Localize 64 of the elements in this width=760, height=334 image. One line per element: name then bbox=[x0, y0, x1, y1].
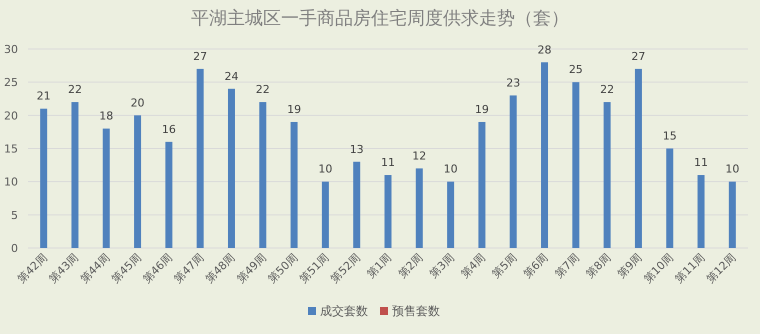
chart-title: 平湖主城区一手商品房住宅周度供求走势（套） bbox=[191, 8, 569, 28]
data-label: 22 bbox=[68, 83, 82, 96]
bar bbox=[510, 95, 517, 248]
x-tick-label: 第5周 bbox=[490, 250, 520, 281]
bar bbox=[728, 182, 736, 248]
data-label: 11 bbox=[381, 156, 395, 170]
bar bbox=[666, 148, 674, 248]
data-label: 12 bbox=[412, 149, 426, 162]
data-label: 19 bbox=[474, 102, 489, 116]
data-label: 10 bbox=[444, 162, 458, 176]
legend-label: 预售套数 bbox=[392, 304, 440, 318]
data-label: 19 bbox=[287, 102, 302, 116]
data-label: 13 bbox=[350, 142, 364, 156]
y-tick-label: 15 bbox=[4, 142, 18, 156]
legend-label: 成交套数 bbox=[320, 304, 368, 318]
data-label: 16 bbox=[162, 122, 176, 136]
data-label: 28 bbox=[538, 43, 552, 56]
data-label: 10 bbox=[725, 162, 740, 176]
bar bbox=[228, 88, 235, 248]
data-label: 22 bbox=[256, 83, 270, 96]
data-label: 27 bbox=[631, 50, 646, 63]
data-label: 20 bbox=[130, 96, 145, 110]
y-tick-label: 0 bbox=[11, 242, 18, 255]
x-tick-label: 第4周 bbox=[458, 250, 488, 281]
data-label: 18 bbox=[99, 110, 114, 123]
bar bbox=[416, 168, 423, 248]
data-label: 10 bbox=[318, 162, 332, 176]
x-tick-label: 第6周 bbox=[520, 250, 551, 281]
x-tick-label: 第7周 bbox=[552, 250, 582, 281]
bar bbox=[634, 68, 642, 248]
data-label: 25 bbox=[568, 63, 583, 76]
bar bbox=[102, 128, 110, 248]
data-label: 24 bbox=[224, 70, 238, 83]
bar bbox=[196, 68, 204, 248]
data-label: 15 bbox=[662, 130, 677, 142]
bar bbox=[290, 122, 298, 248]
bar bbox=[572, 82, 580, 248]
x-tick-label: 第8周 bbox=[584, 250, 614, 281]
bar bbox=[259, 102, 266, 248]
data-label: 27 bbox=[193, 50, 208, 63]
data-label: 21 bbox=[36, 90, 51, 103]
bar bbox=[698, 175, 705, 248]
data-label: 23 bbox=[506, 76, 520, 90]
data-label: 22 bbox=[600, 83, 614, 96]
x-tick-label: 第1周 bbox=[364, 250, 394, 281]
x-tick-label: 第2周 bbox=[396, 250, 426, 281]
y-tick-label: 5 bbox=[11, 208, 18, 222]
bar bbox=[384, 175, 392, 248]
y-tick-label: 25 bbox=[4, 76, 18, 90]
bar bbox=[541, 62, 548, 248]
bar bbox=[40, 108, 48, 248]
bar bbox=[478, 122, 486, 248]
bar bbox=[604, 102, 611, 248]
y-tick-label: 10 bbox=[4, 176, 18, 189]
bar bbox=[165, 142, 172, 248]
y-tick-label: 20 bbox=[4, 109, 18, 122]
bar bbox=[134, 115, 142, 248]
bar bbox=[353, 162, 360, 248]
x-tick-label: 第3周 bbox=[427, 250, 457, 281]
bar bbox=[71, 102, 78, 248]
data-label: 11 bbox=[694, 156, 708, 170]
bar bbox=[322, 182, 329, 248]
bar bbox=[447, 182, 454, 248]
y-tick-label: 30 bbox=[4, 43, 18, 56]
